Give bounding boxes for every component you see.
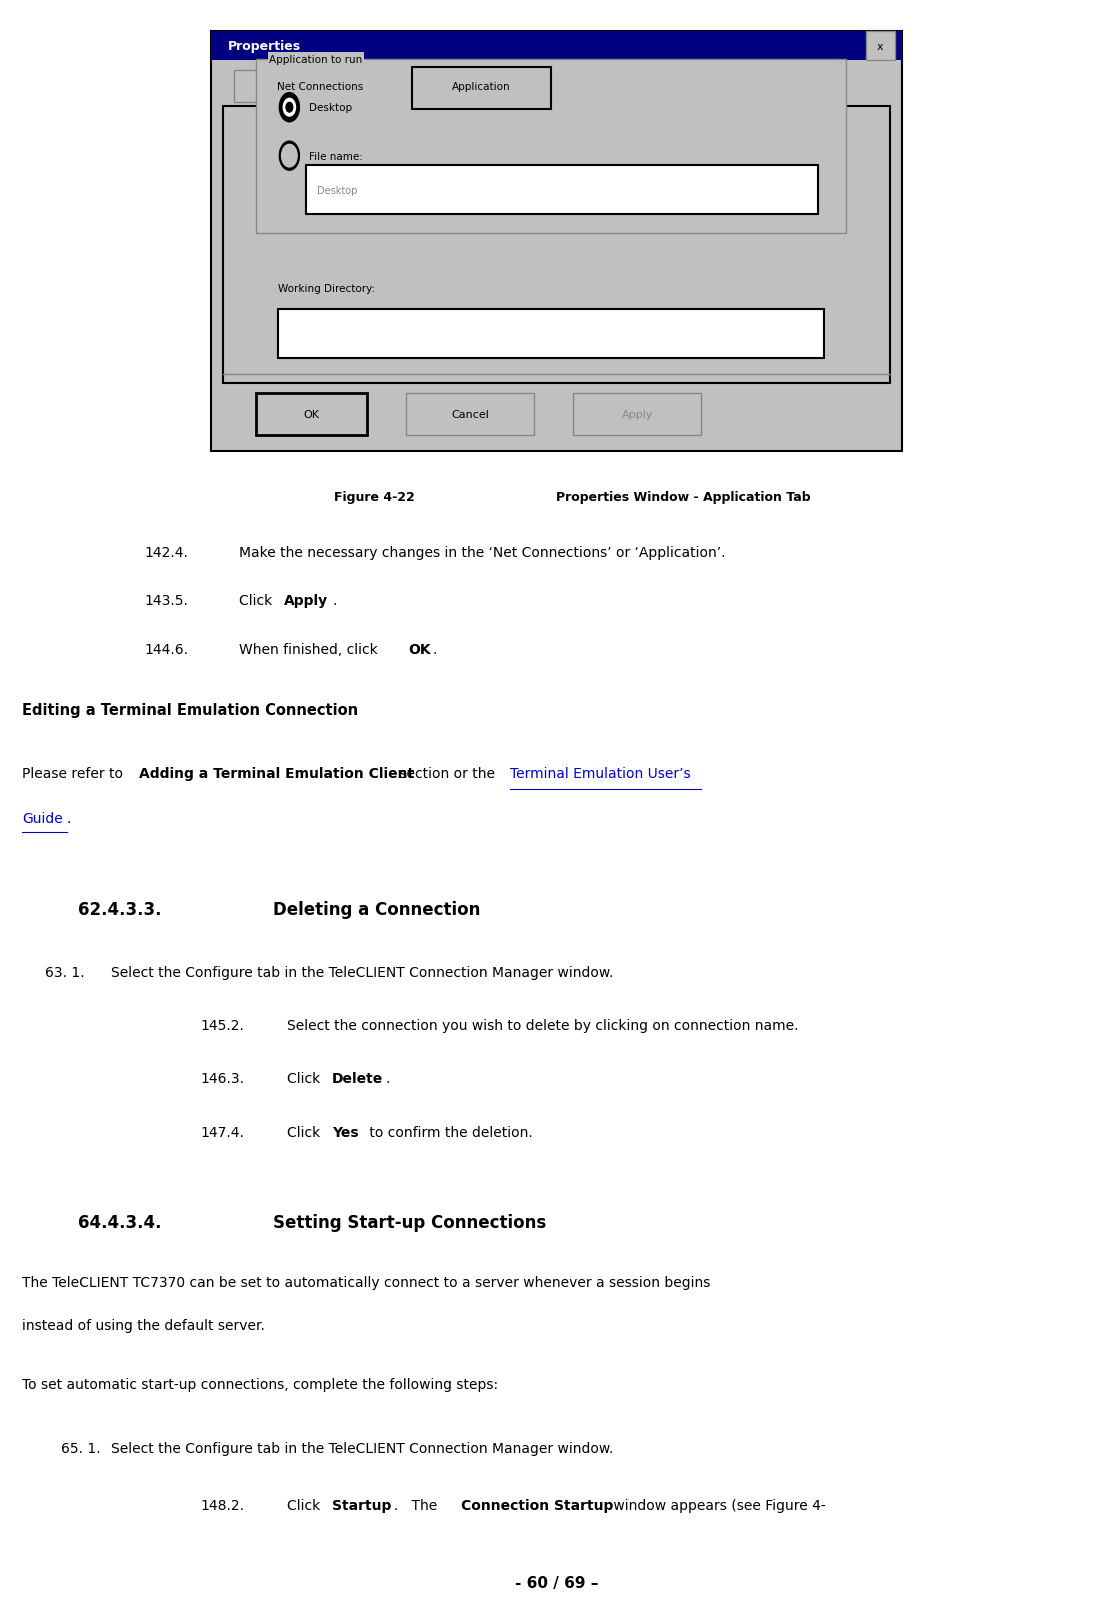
FancyBboxPatch shape [223,107,890,384]
Text: 147.4.: 147.4. [200,1125,244,1139]
FancyBboxPatch shape [278,310,824,358]
Text: Apply: Apply [284,594,328,608]
Text: Adding a Terminal Emulation Client: Adding a Terminal Emulation Client [139,767,414,781]
Text: 146.3.: 146.3. [200,1072,245,1086]
FancyBboxPatch shape [866,32,895,61]
FancyBboxPatch shape [406,394,534,436]
Text: Make the necessary changes in the ‘Net Connections’ or ‘Application’.: Make the necessary changes in the ‘Net C… [239,546,726,560]
Text: Delete: Delete [332,1072,383,1086]
Text: 65. 1.: 65. 1. [61,1441,101,1456]
FancyBboxPatch shape [211,32,902,61]
Text: Please refer to: Please refer to [22,767,128,781]
Text: Working Directory:: Working Directory: [278,284,375,294]
Text: .: . [385,1072,390,1086]
Text: Application: Application [452,82,511,92]
Text: Editing a Terminal Emulation Connection: Editing a Terminal Emulation Connection [22,702,358,717]
Text: Select the Configure tab in the TeleCLIENT Connection Manager window.: Select the Configure tab in the TeleCLIE… [111,965,613,980]
Text: .: . [67,812,71,826]
Text: 144.6.: 144.6. [145,642,189,657]
Circle shape [286,103,293,113]
Text: Application to run: Application to run [269,55,363,65]
Text: Terminal Emulation User’s: Terminal Emulation User’s [510,767,690,781]
Text: Yes: Yes [332,1125,358,1139]
Text: .: . [333,594,337,608]
Text: 64.4.3.4.: 64.4.3.4. [78,1214,161,1231]
Text: Click: Click [287,1072,325,1086]
Text: Select the Configure tab in the TeleCLIENT Connection Manager window.: Select the Configure tab in the TeleCLIE… [111,1441,613,1456]
Circle shape [283,100,295,118]
Text: section or the: section or the [395,767,500,781]
Text: 145.2.: 145.2. [200,1018,244,1033]
Text: OK: OK [408,642,431,657]
Text: - 60 / 69 –: - 60 / 69 – [514,1575,599,1590]
FancyBboxPatch shape [573,394,701,436]
Text: When finished, click: When finished, click [239,642,383,657]
Text: Click: Click [287,1498,325,1512]
FancyBboxPatch shape [412,68,551,110]
Text: to confirm the deletion.: to confirm the deletion. [365,1125,533,1139]
Text: Guide: Guide [22,812,63,826]
Text: Setting Start-up Connections: Setting Start-up Connections [273,1214,546,1231]
Text: 142.4.: 142.4. [145,546,188,560]
Text: Click: Click [239,594,277,608]
FancyBboxPatch shape [256,394,367,436]
Text: 143.5.: 143.5. [145,594,188,608]
Text: Net Connections: Net Connections [277,82,363,92]
Text: The TeleCLIENT TC7370 can be set to automatically connect to a server whenever a: The TeleCLIENT TC7370 can be set to auto… [22,1275,710,1290]
Text: Figure 4-22: Figure 4-22 [334,491,415,504]
Text: .: . [433,642,437,657]
Text: Click: Click [287,1125,325,1139]
Text: Cancel: Cancel [451,410,490,420]
FancyBboxPatch shape [256,60,846,234]
FancyBboxPatch shape [211,32,902,452]
Text: window appears (see Figure 4-: window appears (see Figure 4- [609,1498,826,1512]
Text: Desktop: Desktop [309,103,353,113]
Text: .   The: . The [394,1498,442,1512]
Text: File name:: File name: [309,152,363,161]
Text: To set automatic start-up connections, complete the following steps:: To set automatic start-up connections, c… [22,1377,499,1391]
Text: 63. 1.: 63. 1. [45,965,85,980]
Text: 148.2.: 148.2. [200,1498,245,1512]
Text: Select the connection you wish to delete by clicking on connection name.: Select the connection you wish to delete… [287,1018,799,1033]
Text: Connection Startup: Connection Startup [461,1498,613,1512]
Circle shape [282,145,297,168]
Text: Deleting a Connection: Deleting a Connection [273,901,480,918]
Circle shape [279,142,299,171]
Text: Properties Window - Application Tab: Properties Window - Application Tab [556,491,811,504]
Text: OK: OK [304,410,319,420]
FancyBboxPatch shape [234,71,406,103]
Text: instead of using the default server.: instead of using the default server. [22,1319,265,1333]
Circle shape [279,94,299,123]
Text: 62.4.3.3.: 62.4.3.3. [78,901,161,918]
Text: x: x [877,42,884,52]
Text: Startup: Startup [332,1498,391,1512]
Text: Properties: Properties [228,40,302,53]
Text: Apply: Apply [621,410,653,420]
Text: Desktop: Desktop [317,186,357,195]
FancyBboxPatch shape [306,166,818,215]
